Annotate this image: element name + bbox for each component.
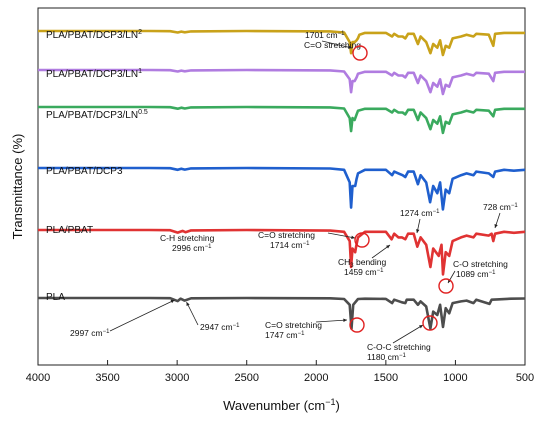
annotation-text: C-O-C stretching [367, 342, 431, 352]
annotation-text: 1459 cm−1 [344, 267, 384, 277]
arrow-head [494, 224, 498, 228]
y-axis-title: Transmittance (%) [10, 134, 25, 240]
annotation-text: C=O stretching [304, 40, 361, 50]
annotation-arrow [186, 301, 199, 326]
annotation-a2947: 2947 cm−1 [186, 301, 240, 332]
series-line [38, 105, 525, 135]
arrow-head [416, 229, 420, 233]
annotation-text: 1274 cm−1 [400, 208, 440, 218]
x-tick-label: 1000 [443, 372, 467, 384]
annotation-a1274: 1274 cm−1 [400, 208, 440, 234]
series-label: PLA/PBAT/DCP3/LN1 [46, 68, 142, 80]
annotation-arrow [371, 244, 391, 259]
series-line [38, 68, 525, 96]
annotation-arrow [327, 232, 356, 239]
x-tick-label: 500 [516, 372, 534, 384]
series-label: PLA/PBAT/DCP3/LN0.5 [46, 109, 148, 121]
arrow-head [170, 299, 175, 304]
x-tick-label: 2500 [234, 372, 258, 384]
x-tick-label: 3500 [95, 372, 119, 384]
series-label: PLA/PBAT [46, 225, 93, 236]
annotation-text: 1747 cm−1 [265, 330, 305, 340]
arrow-head [386, 245, 390, 249]
annotation-text: 1701 cm−1 [305, 30, 345, 40]
annotation-text: 1089 cm−1 [456, 269, 496, 279]
annotation-arrow [392, 324, 424, 344]
series-label: PLA [46, 292, 65, 303]
highlight-circle [422, 315, 438, 331]
highlight-circle [354, 232, 370, 248]
annotation-text: CH3 bending [338, 257, 387, 269]
annotation-a2997: 2997 cm−1 [70, 299, 175, 338]
annotation-text: C-H stretching [160, 233, 215, 243]
series-line [38, 29, 525, 57]
annotation-a1701: 1701 cm−1C=O stretching [304, 30, 368, 61]
annotation-arrow [109, 299, 175, 332]
highlight-circle [438, 278, 454, 294]
x-tick-label: 4000 [26, 372, 50, 384]
x-tick-label: 2000 [304, 372, 328, 384]
arrow-head [343, 318, 347, 322]
series-line [38, 166, 526, 211]
annotation-arrow [321, 40, 353, 49]
annotation-text: C-O stretching [453, 259, 508, 269]
highlight-circle [349, 317, 365, 333]
highlight-circle [352, 45, 368, 61]
series-line [38, 228, 526, 276]
annotation-text: 2947 cm−1 [200, 322, 240, 332]
annotation-text: 2997 cm−1 [70, 328, 110, 338]
x-tick-label: 1500 [374, 372, 398, 384]
series-label: PLA/PBAT/DCP3 [46, 166, 123, 177]
annotation-text: 1714 cm−1 [270, 240, 310, 250]
annotation-a728: 728 cm−1 [483, 202, 518, 229]
annotation-text: 1180 cm−1 [367, 352, 406, 362]
x-tick-label: 3000 [165, 372, 189, 384]
annotation-text: 2996 cm−1 [172, 243, 212, 253]
series-line [38, 296, 526, 330]
arrow-head [348, 45, 352, 49]
annotation-text: C=O stretching [265, 320, 322, 330]
arrow-head [186, 302, 190, 306]
annotation-arrow [315, 319, 348, 323]
x-axis-title: Wavenumber (cm−1) [223, 397, 340, 413]
arrow-head [351, 235, 355, 240]
annotation-text: C=O stretching [258, 230, 315, 240]
annotation-text: 728 cm−1 [483, 202, 518, 212]
series-label: PLA/PBAT/DCP3/LN2 [46, 29, 142, 41]
arrow-head [419, 325, 423, 329]
plot-frame [37, 7, 526, 366]
